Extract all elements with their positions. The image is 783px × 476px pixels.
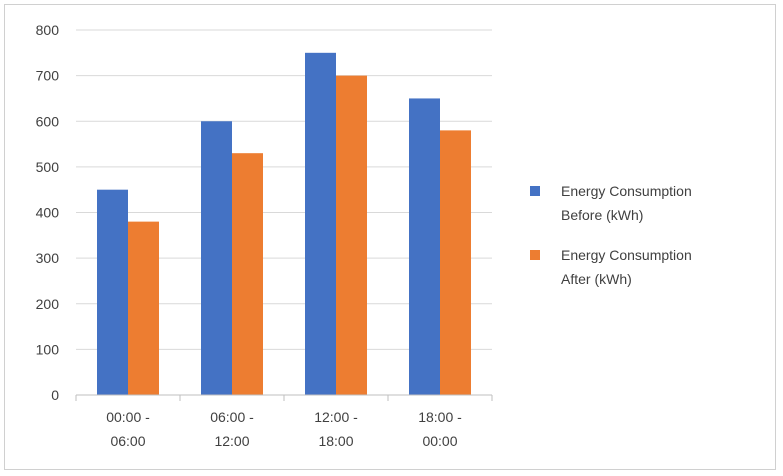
bar-after-1 bbox=[232, 153, 263, 395]
bar-before-0 bbox=[97, 189, 128, 395]
bar-after-2 bbox=[336, 75, 367, 395]
y-tick-label: 700 bbox=[36, 68, 60, 84]
y-tick-label: 800 bbox=[36, 22, 60, 38]
axes: 0 100 200 300 400 500 600 700 800 00:00 - 06:00 06:… bbox=[36, 22, 493, 449]
x-tick-label: 18:00 bbox=[318, 433, 353, 449]
x-tick-label: 12:00 - bbox=[314, 409, 358, 425]
bar-chart: 0 100 200 300 400 500 600 700 800 00:00 - 06:00 06:… bbox=[36, 22, 692, 449]
legend-swatch-after bbox=[530, 250, 540, 260]
bar-before-1 bbox=[201, 121, 232, 395]
bar-before-3 bbox=[409, 98, 440, 395]
legend-label-before: Before (kWh) bbox=[561, 207, 643, 223]
x-tick-label: 06:00 bbox=[110, 433, 145, 449]
legend: Energy Consumption Before (kWh) Energy Con… bbox=[530, 183, 692, 287]
y-tick-label: 0 bbox=[51, 387, 59, 403]
chart-frame: 0 100 200 300 400 500 600 700 800 00:00 - 06:00 06:… bbox=[4, 4, 776, 470]
x-tick-label: 00:00 - bbox=[106, 409, 150, 425]
legend-swatch-before bbox=[530, 186, 540, 196]
x-tick-label: 12:00 bbox=[214, 433, 249, 449]
y-tick-label: 400 bbox=[36, 205, 60, 221]
legend-label-after: Energy Consumption bbox=[561, 247, 692, 263]
y-tick-label: 500 bbox=[36, 159, 60, 175]
legend-label-after: After (kWh) bbox=[561, 271, 632, 287]
bar-before-2 bbox=[305, 52, 336, 395]
x-tick-label: 06:00 - bbox=[210, 409, 254, 425]
bar-after-0 bbox=[128, 221, 159, 395]
legend-label-before: Energy Consumption bbox=[561, 183, 692, 199]
y-tick-label: 600 bbox=[36, 113, 60, 129]
bar-after-3 bbox=[440, 130, 471, 395]
x-tick-label: 00:00 bbox=[422, 433, 457, 449]
y-tick-label: 100 bbox=[36, 341, 60, 357]
y-tick-label: 200 bbox=[36, 296, 60, 312]
bars bbox=[97, 52, 471, 395]
y-tick-label: 300 bbox=[36, 250, 60, 266]
x-tick-label: 18:00 - bbox=[418, 409, 462, 425]
